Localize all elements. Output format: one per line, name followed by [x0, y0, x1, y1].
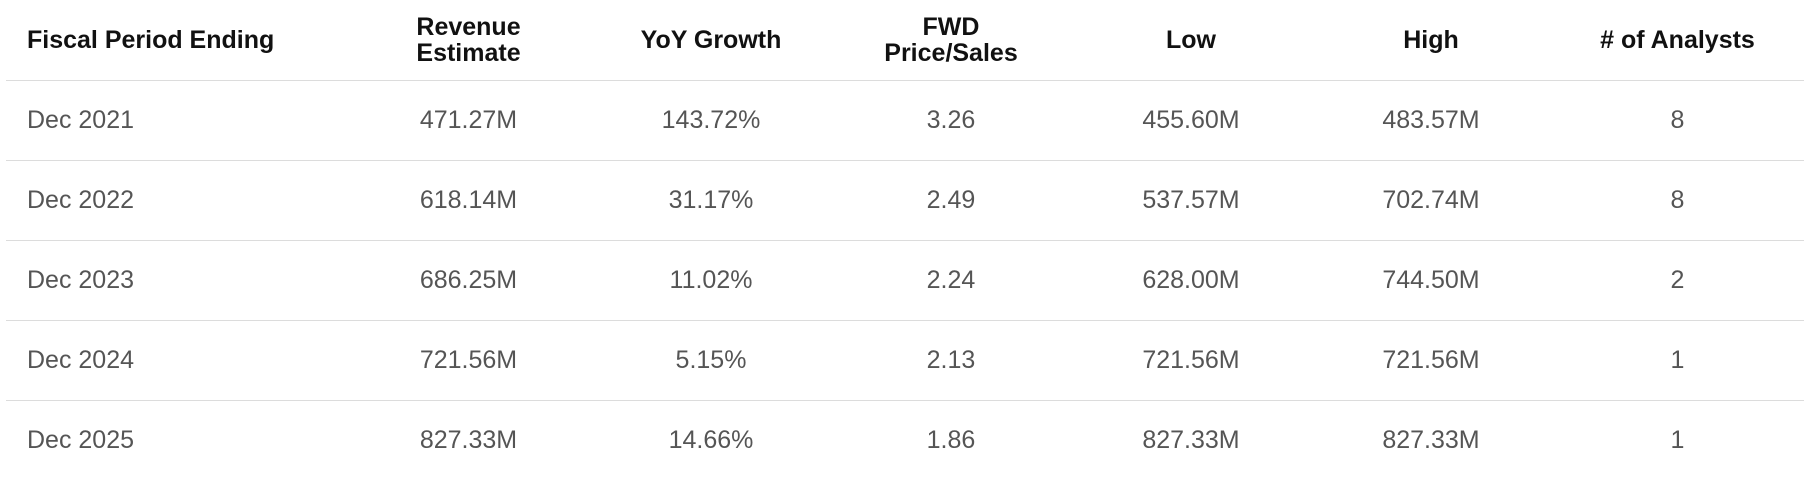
- table-row: Dec 2023 686.25M 11.02% 2.24 628.00M 744…: [6, 240, 1804, 321]
- cell-fiscal-period: Dec 2024: [6, 320, 346, 401]
- cell-number-of-analysts: 8: [1551, 160, 1804, 241]
- cell-high: 827.33M: [1382, 426, 1480, 454]
- cell-fiscal-period: Dec 2022: [6, 160, 346, 241]
- cell-fwd-price-sales: 1.86: [926, 426, 976, 454]
- table-row: Dec 2021 471.27M 143.72% 3.26 455.60M 48…: [6, 80, 1804, 161]
- cell-revenue-estimate: 471.27M: [346, 80, 591, 161]
- cell-fwd-price-sales: 2.24: [831, 240, 1071, 321]
- cell-low: 628.00M: [1071, 240, 1311, 321]
- cell-yoy-growth: 31.17%: [591, 160, 831, 241]
- cell-fwd-price-sales: 2.49: [831, 160, 1071, 241]
- header-yoy-growth[interactable]: YoY Growth: [591, 0, 831, 81]
- table-row: Dec 2024 721.56M 5.15% 2.13 721.56M 721.…: [6, 320, 1804, 401]
- cell-revenue-estimate: 686.25M: [346, 240, 591, 321]
- cell-fiscal-period: Dec 2025: [27, 426, 135, 454]
- cell-yoy-growth: 11.02%: [591, 240, 831, 321]
- table-row: Dec 2025 827.33M 14.66% 1.86 827.33M 827…: [6, 401, 1804, 481]
- table-header-row: Fiscal Period Ending Revenue Estimate Yo…: [6, 0, 1804, 81]
- header-fiscal-period-ending[interactable]: Fiscal Period Ending: [6, 0, 346, 81]
- cell-revenue-estimate: 721.56M: [346, 320, 591, 401]
- cell-low: 537.57M: [1071, 160, 1311, 241]
- cell-fwd-price-sales: 2.13: [831, 320, 1071, 401]
- cell-yoy-growth: 5.15%: [591, 320, 831, 401]
- header-fwd-price-sales[interactable]: FWD Price/Sales: [831, 0, 1071, 81]
- cell-number-of-analysts: 1: [1551, 320, 1804, 401]
- cell-yoy-growth: 143.72%: [591, 80, 831, 161]
- cell-high: 702.74M: [1311, 160, 1551, 241]
- cell-high: 483.57M: [1311, 80, 1551, 161]
- table-row: Dec 2022 618.14M 31.17% 2.49 537.57M 702…: [6, 160, 1804, 241]
- cell-fiscal-period: Dec 2021: [6, 80, 346, 161]
- cell-revenue-estimate: 827.33M: [419, 426, 518, 454]
- cell-yoy-growth: 14.66%: [668, 426, 754, 454]
- cell-high: 744.50M: [1311, 240, 1551, 321]
- header-high[interactable]: High: [1311, 0, 1551, 81]
- cell-high: 721.56M: [1311, 320, 1551, 401]
- cell-number-of-analysts: 2: [1551, 240, 1804, 321]
- cell-low: 455.60M: [1071, 80, 1311, 161]
- cell-fwd-price-sales: 3.26: [831, 80, 1071, 161]
- cell-low: 827.33M: [1142, 426, 1240, 454]
- cell-number-of-analysts: 8: [1551, 80, 1804, 161]
- cell-fiscal-period: Dec 2023: [6, 240, 346, 321]
- cell-revenue-estimate: 618.14M: [346, 160, 591, 241]
- header-revenue-estimate[interactable]: Revenue Estimate: [346, 0, 591, 81]
- header-number-of-analysts[interactable]: # of Analysts: [1551, 0, 1804, 81]
- header-low[interactable]: Low: [1071, 0, 1311, 81]
- cell-number-of-analysts: 1: [1670, 426, 1685, 454]
- cell-low: 721.56M: [1071, 320, 1311, 401]
- revenue-estimates-table-container: Fiscal Period Ending Revenue Estimate Yo…: [6, 0, 1804, 480]
- revenue-estimates-table: Fiscal Period Ending Revenue Estimate Yo…: [6, 0, 1804, 480]
